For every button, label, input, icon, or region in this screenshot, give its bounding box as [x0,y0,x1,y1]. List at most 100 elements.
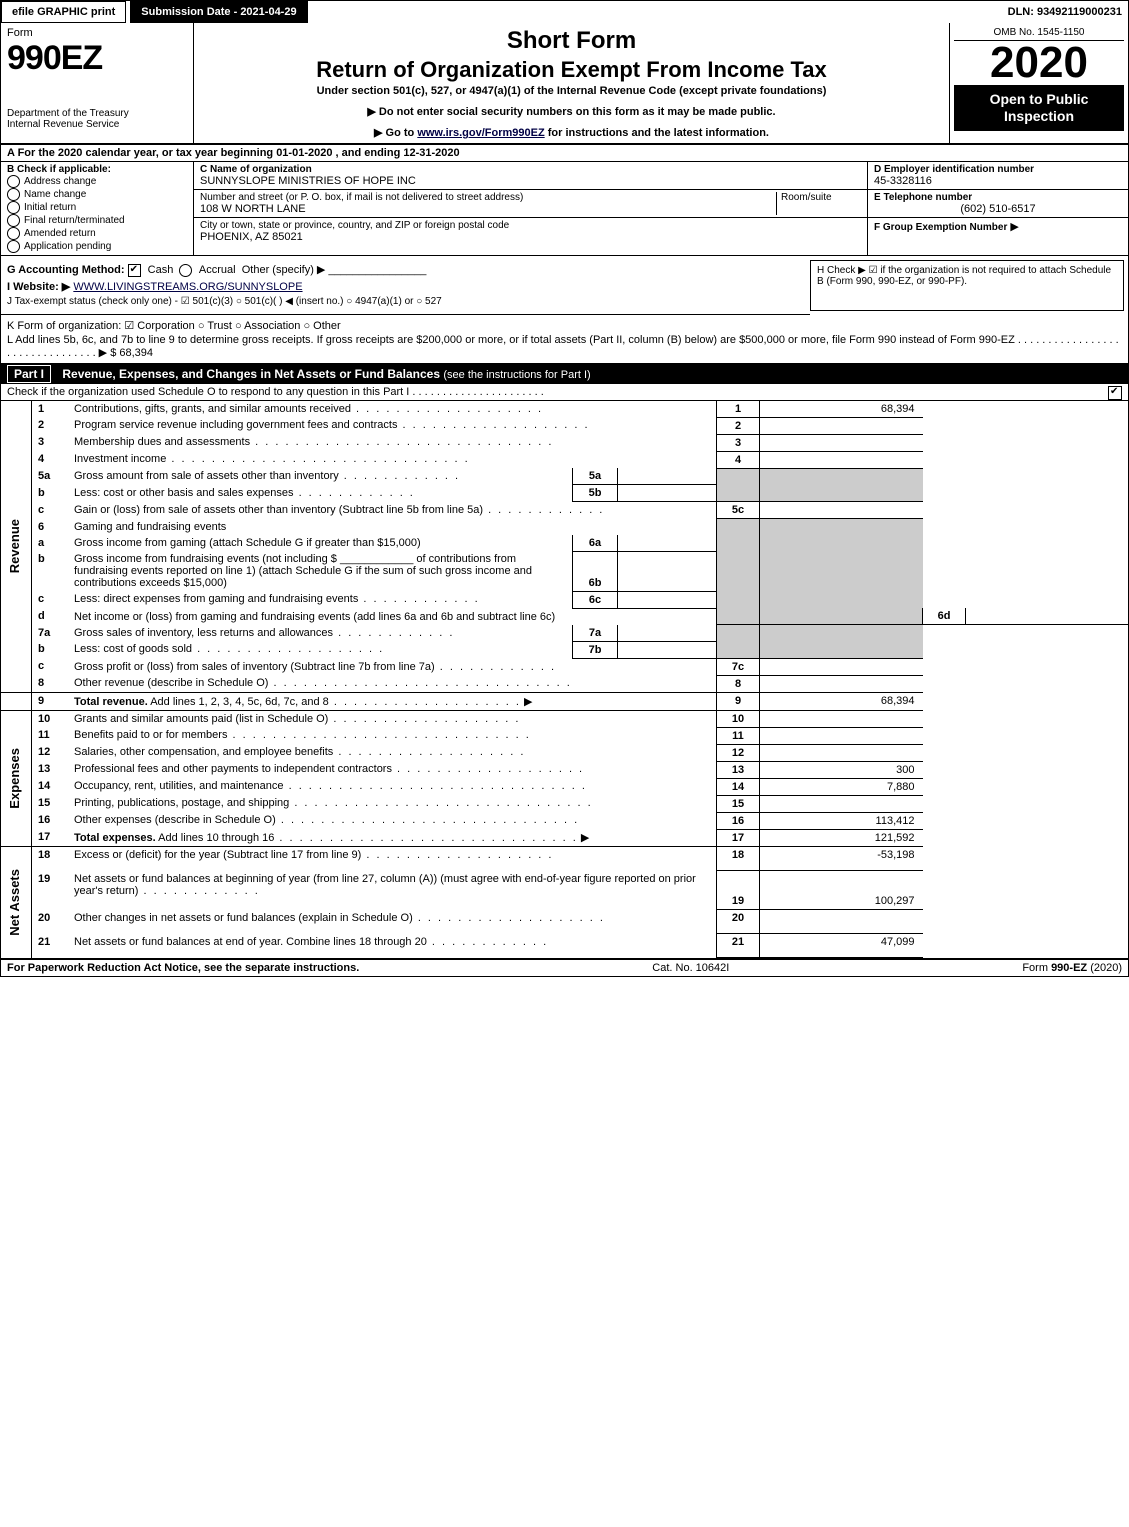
row-6d: d Net income or (loss) from gaming and f… [1,608,1128,625]
checkbox-amended[interactable] [7,227,20,240]
lnum-7a: 7a [32,625,71,642]
desc-6a: Gross income from gaming (attach Schedul… [74,537,421,549]
dln-text: DLN: 93492119000231 [1008,6,1128,18]
irs-link[interactable]: www.irs.gov/Form990EZ [417,127,544,139]
row-11: 11 Benefits paid to or for members 11 [1,727,1128,744]
expenses-sidebar: Expenses [1,710,32,847]
ein-value: 45-3328116 [874,175,1122,187]
desc-1: Contributions, gifts, grants, and simila… [74,403,351,415]
part1-note: (see the instructions for Part I) [443,369,590,381]
checkbox-cash[interactable] [128,264,141,277]
checkbox-name-change[interactable] [7,188,20,201]
row-5b: b Less: cost or other basis and sales ex… [1,485,1128,502]
rnum-8: 8 [717,675,760,692]
main-table: Revenue 1 Contributions, gifts, grants, … [1,401,1128,959]
rnum-6-shade [717,519,760,625]
lnum-20: 20 [32,910,71,934]
checkbox-pending[interactable] [7,240,20,253]
lnum-16: 16 [32,812,71,829]
rnum-16: 16 [717,812,760,829]
box-b-title: B Check if applicable: [7,164,187,175]
line-g: G Accounting Method: Cash Accrual Other … [7,263,804,277]
ein-row: D Employer identification number 45-3328… [868,162,1128,190]
website-link[interactable]: WWW.LIVINGSTREAMS.ORG/SUNNYSLOPE [73,281,302,293]
row-21: 21 Net assets or fund balances at end of… [1,934,1128,958]
row-1: Revenue 1 Contributions, gifts, grants, … [1,401,1128,418]
microval-5a [618,468,717,485]
lnum-7c: c [32,658,71,675]
lnum-2: 2 [32,417,71,434]
tax-year-line: A For the 2020 calendar year, or tax yea… [1,145,1128,162]
rnum-21: 21 [717,934,760,958]
row-7a: 7a Gross sales of inventory, less return… [1,625,1128,642]
rval-12 [760,744,923,761]
part1-title: Revenue, Expenses, and Changes in Net As… [62,367,440,381]
group-exemption-label: F Group Exemption Number [874,222,1007,233]
note-goto: ▶ Go to www.irs.gov/Form990EZ for instru… [200,126,943,139]
desc-5b: Less: cost or other basis and sales expe… [74,487,294,499]
rval-4 [760,451,923,468]
rnum-7-shade [717,625,760,659]
rnum-19: 19 [717,871,760,910]
rval-5c [760,502,923,519]
lnum-11: 11 [32,727,71,744]
desc-7a: Gross sales of inventory, less returns a… [74,627,333,639]
checkbox-accrual[interactable] [179,264,192,277]
microval-6b [618,551,717,591]
desc-5a: Gross amount from sale of assets other t… [74,470,339,482]
kl-block: K Form of organization: ☑ Corporation ○ … [1,315,1128,364]
rnum-6d: 6d [923,608,966,625]
lnum-15: 15 [32,795,71,812]
lnum-6b: b [32,551,71,591]
efile-print-button[interactable]: efile GRAPHIC print [1,1,126,23]
header-right: OMB No. 1545-1150 2020 Open to Public In… [950,23,1128,143]
rnum-7c: 7c [717,658,760,675]
submission-date-button[interactable]: Submission Date - 2021-04-29 [130,1,307,23]
rnum-20: 20 [717,910,760,934]
row-13: 13 Professional fees and other payments … [1,761,1128,778]
desc-6d: Net income or (loss) from gaming and fun… [74,611,555,623]
g-label: G Accounting Method: [7,264,125,276]
checkbox-final-return[interactable] [7,214,20,227]
part1-sub-row: Check if the organization used Schedule … [1,384,1128,401]
note-goto-pre: ▶ Go to [374,127,417,139]
rnum-5ab-shade [717,468,760,502]
group-exemption-arrow: ▶ [1010,221,1018,233]
arrow-9: ▶ [524,696,532,708]
g-other: Other (specify) ▶ [242,264,326,276]
desc-6b: Gross income from fundraising events (no… [74,553,532,589]
desc-17: Add lines 10 through 16 [158,832,274,844]
line-i: I Website: ▶ WWW.LIVINGSTREAMS.ORG/SUNNY… [7,280,804,293]
rnum-13: 13 [717,761,760,778]
row-7c: c Gross profit or (loss) from sales of i… [1,658,1128,675]
checkbox-initial-return[interactable] [7,201,20,214]
org-city-value: PHOENIX, AZ 85021 [200,231,861,243]
rnum-2: 2 [717,417,760,434]
checkbox-address-change[interactable] [7,175,20,188]
cb-label-initial: Initial return [24,202,76,213]
room-label: Room/suite [781,192,861,203]
part1-schedule-o-checkbox[interactable] [1108,386,1122,400]
note-goto-post: for instructions and the latest informat… [545,127,769,139]
microval-5b [618,485,717,502]
row-7b: b Less: cost of goods sold 7b [1,641,1128,658]
rnum-12: 12 [717,744,760,761]
lnum-5c: c [32,502,71,519]
desc-5c: Gain or (loss) from sale of assets other… [74,504,483,516]
topbar: efile GRAPHIC print Submission Date - 20… [1,1,1128,23]
rnum-17: 17 [717,829,760,847]
entity-block: B Check if applicable: Address change Na… [1,162,1128,256]
footer-left: For Paperwork Reduction Act Notice, see … [7,962,359,974]
phone-value: (602) 510-6517 [874,203,1122,215]
row-6: 6 Gaming and fundraising events [1,519,1128,535]
desc-6c: Less: direct expenses from gaming and fu… [74,593,358,605]
lnum-4: 4 [32,451,71,468]
open-inspection-box: Open to Public Inspection [954,85,1124,131]
arrow-17: ▶ [581,832,589,844]
i-label: I Website: ▶ [7,281,70,293]
cb-label-amended: Amended return [24,228,96,239]
desc-12: Salaries, other compensation, and employ… [74,746,333,758]
org-name-label: C Name of organization [200,164,861,175]
desc-18: Excess or (deficit) for the year (Subtra… [74,849,361,861]
lnum-14: 14 [32,778,71,795]
